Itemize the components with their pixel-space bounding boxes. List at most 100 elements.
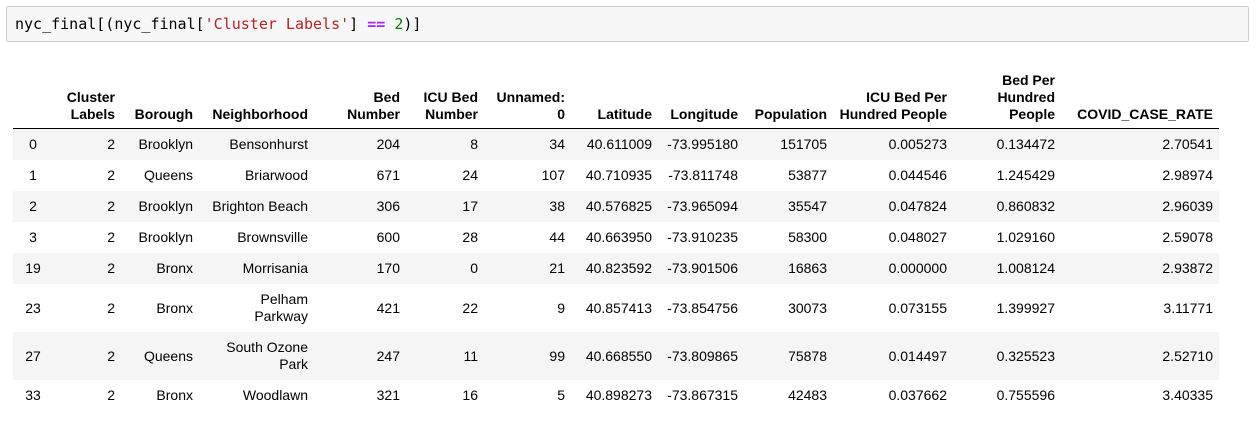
- table-cell: 1.008124: [953, 253, 1061, 284]
- table-cell: Bronx: [156, 299, 193, 316]
- table-row: 2 2 Brooklyn Brighton Beach 306 17 38 40…: [13, 191, 1219, 222]
- table-cell: 321: [376, 387, 400, 403]
- table-row: 19 2 Bronx Morrisania 170 0 21 40.823592…: [13, 253, 1219, 284]
- table-cell: 9: [557, 299, 565, 316]
- column-header-unnamed-0: Unnamed: 0: [484, 68, 571, 129]
- column-header-neighborhood: Neighborhood: [199, 68, 314, 129]
- table-cell: 58300: [788, 229, 827, 245]
- table-cell: 40.898273: [585, 387, 652, 403]
- table-cell: 0.047824: [833, 191, 953, 222]
- table-cell: 421: [376, 299, 400, 316]
- table-cell: 671: [376, 167, 400, 183]
- table-row: 0 2 Brooklyn Bensonhurst 204 8 34 40.611…: [13, 128, 1219, 160]
- cell-output: Cluster Labels Borough Neighborhood Bed …: [13, 68, 1219, 411]
- column-header-bed-per-hundred-people: Bed Per Hundred People: [953, 68, 1061, 129]
- table-cell: 2: [107, 229, 115, 245]
- table-cell: 28: [462, 229, 478, 245]
- table-cell: 44: [549, 229, 565, 245]
- table-cell: 0.048027: [888, 229, 947, 245]
- table-cell: 2: [53, 332, 121, 380]
- table-row: 23 2 Bronx Pelham Parkway 421 22 9 40.85…: [13, 284, 1219, 332]
- table-cell: 0.073155: [888, 299, 947, 316]
- table-cell: 2.96039: [1061, 191, 1219, 222]
- table-cell: 40.611009: [571, 128, 658, 160]
- table-cell: 306: [314, 191, 406, 222]
- table-cell: 2.93872: [1061, 253, 1219, 284]
- table-row: 33 2 Bronx Woodlawn 321 16 5 40.898273 -…: [13, 380, 1219, 411]
- table-cell: 42483: [788, 387, 827, 403]
- table-cell: 16863: [744, 253, 833, 284]
- table-cell: Bensonhurst: [199, 128, 314, 160]
- table-cell: 2: [53, 191, 121, 222]
- table-cell: 0.860832: [953, 191, 1061, 222]
- table-cell: -73.901506: [658, 253, 744, 284]
- code-operator: ==: [367, 15, 386, 33]
- code-text-middle: ]: [349, 15, 368, 33]
- table-cell: -73.965094: [658, 191, 744, 222]
- table-cell: 204: [314, 128, 406, 160]
- column-header-longitude: Longitude: [658, 68, 744, 129]
- table-cell: 3.11771: [1163, 299, 1213, 316]
- row-index-cell: 33: [25, 387, 41, 403]
- table-cell: 2.59078: [1162, 229, 1213, 245]
- table-cell: Queens: [121, 332, 199, 380]
- table-cell: 8: [406, 128, 484, 160]
- table-cell: -73.811748: [668, 167, 738, 183]
- table-cell: 0.000000: [833, 253, 953, 284]
- column-header-borough: Borough: [121, 68, 199, 129]
- table-cell: 0.014497: [833, 332, 953, 380]
- table-cell: Bronx: [121, 253, 199, 284]
- table-cell: 2.70541: [1061, 128, 1219, 160]
- table-cell: 5: [557, 387, 565, 403]
- table-row: 3 2 Brooklyn Brownsville 600 28 44 40.66…: [13, 222, 1219, 253]
- column-header-latitude: Latitude: [571, 68, 658, 129]
- table-cell: 30073: [788, 299, 827, 316]
- table-cell: 40.857413: [585, 299, 652, 316]
- table-cell: Brownsville: [237, 229, 308, 245]
- code-text-suffix: )]: [403, 15, 422, 33]
- table-cell: 22: [462, 299, 478, 316]
- row-index-cell: 0: [13, 128, 53, 160]
- table-cell: 0.134472: [953, 128, 1061, 160]
- table-cell: 247: [314, 332, 406, 380]
- dataframe-header: Cluster Labels Borough Neighborhood Bed …: [13, 68, 1219, 129]
- table-cell: 1.245429: [996, 167, 1055, 183]
- table-cell: 107: [541, 167, 565, 183]
- table-cell: -73.867315: [667, 387, 738, 403]
- table-cell: 53877: [788, 167, 827, 183]
- table-cell: 40.668550: [571, 332, 658, 380]
- table-row: 27 2 Queens South Ozone Park 247 11 99 4…: [13, 332, 1219, 380]
- table-cell: South Ozone Park: [199, 332, 314, 380]
- table-cell: 40.576825: [571, 191, 658, 222]
- table-cell: Briarwood: [244, 167, 308, 183]
- table-cell: Brooklyn: [138, 229, 193, 245]
- table-cell: 16: [462, 387, 478, 403]
- column-header-icu-bed-per-hundred-people: ICU Bed Per Hundred People: [833, 68, 953, 129]
- code-input-cell[interactable]: nyc_final[(nyc_final['Cluster Labels'] =…: [6, 6, 1249, 42]
- table-cell: -73.809865: [658, 332, 744, 380]
- column-header-index: [13, 68, 53, 129]
- header-row: Cluster Labels Borough Neighborhood Bed …: [13, 68, 1219, 129]
- code-string-literal: 'Cluster Labels': [204, 15, 350, 33]
- row-index-cell: 1: [29, 167, 37, 183]
- table-row: 1 2 Queens Briarwood 671 24 107 40.71093…: [13, 160, 1219, 191]
- column-header-population: Population: [744, 68, 833, 129]
- column-header-cluster-labels: Cluster Labels: [53, 68, 121, 129]
- table-cell: 40.663950: [585, 229, 652, 245]
- table-cell: 3.40335: [1162, 387, 1213, 403]
- table-cell: 151705: [744, 128, 833, 160]
- table-cell: 2: [53, 253, 121, 284]
- table-cell: 24: [462, 167, 478, 183]
- table-cell: Pelham Parkway: [254, 291, 308, 324]
- row-index-cell: 27: [13, 332, 53, 380]
- table-cell: 99: [484, 332, 571, 380]
- table-cell: Brighton Beach: [199, 191, 314, 222]
- table-cell: 21: [484, 253, 571, 284]
- table-cell: 17: [406, 191, 484, 222]
- table-cell: Woodlawn: [242, 387, 308, 403]
- code-space: [385, 15, 394, 33]
- table-cell: 40.710935: [585, 167, 652, 183]
- dataframe-table: Cluster Labels Borough Neighborhood Bed …: [13, 68, 1219, 411]
- table-cell: 2.52710: [1061, 332, 1219, 380]
- table-cell: 2: [107, 299, 115, 316]
